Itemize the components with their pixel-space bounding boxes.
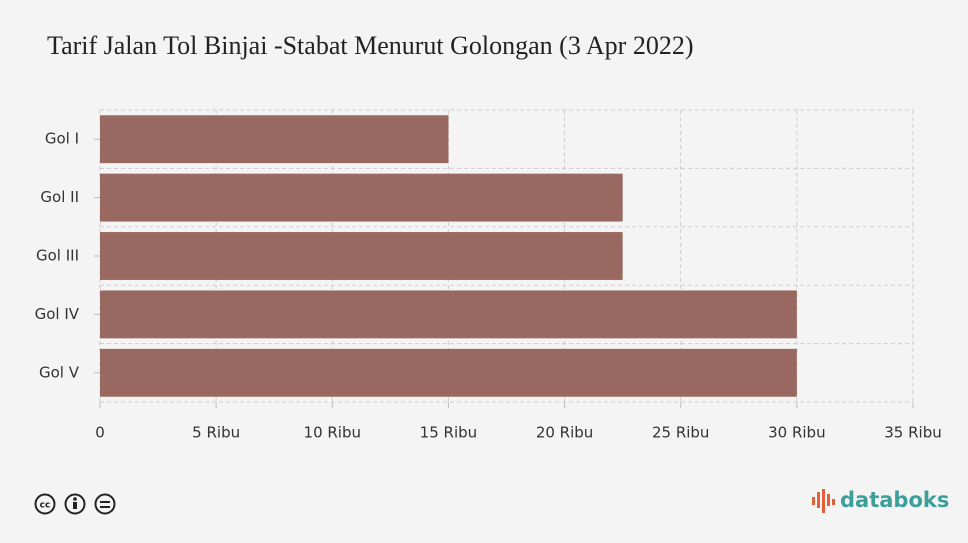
chart-title: Tarif Jalan Tol Binjai -Stabat Menurut G… bbox=[47, 31, 693, 60]
brand-logo bbox=[812, 489, 835, 513]
svg-text:cc: cc bbox=[40, 501, 51, 511]
y-tick-label: Gol IV bbox=[35, 305, 80, 323]
bar bbox=[100, 115, 449, 164]
y-tick-label: Gol V bbox=[39, 363, 80, 381]
bar bbox=[100, 290, 797, 339]
bar bbox=[100, 348, 797, 397]
x-tick-label: 30 Ribu bbox=[768, 424, 825, 442]
x-tick-label: 15 Ribu bbox=[420, 424, 477, 442]
x-tick-label: 5 Ribu bbox=[192, 424, 240, 442]
x-tick-label: 0 bbox=[95, 424, 105, 442]
brand: databoks bbox=[840, 488, 949, 512]
y-tick-label: Gol III bbox=[36, 247, 79, 265]
bar bbox=[100, 232, 623, 280]
y-tick-label: Gol II bbox=[40, 188, 79, 206]
x-tick-label: 25 Ribu bbox=[652, 424, 709, 442]
x-tick-label: 35 Ribu bbox=[884, 424, 941, 442]
x-tick-label: 20 Ribu bbox=[536, 424, 593, 442]
x-tick-label: 10 Ribu bbox=[304, 424, 361, 442]
y-tick-label: Gol I bbox=[45, 130, 79, 148]
license-icons: cc bbox=[34, 493, 116, 515]
bar bbox=[100, 173, 623, 222]
